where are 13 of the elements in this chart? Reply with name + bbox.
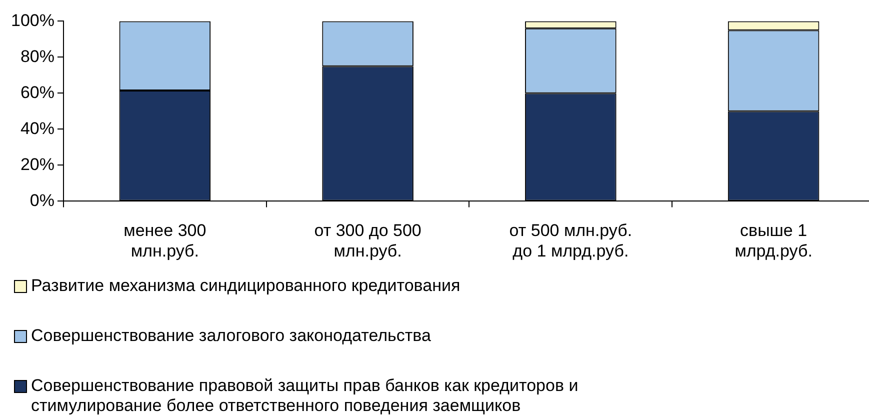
x-tick-label: от 300 до 500 млн.руб.	[314, 221, 422, 260]
x-tick-label: от 500 млн.руб. до 1 млрд.руб.	[509, 221, 632, 260]
y-tick-label: 20%	[20, 154, 54, 174]
x-tick-label: свыше 1 млрд.руб.	[734, 221, 812, 260]
legend-label: Совершенствование правовой защиты прав банков как кредиторов и стимулирование более ответственного поведения заемщиков	[31, 376, 580, 416]
legend-label: Развитие механизма синдицированного кредитования	[31, 276, 460, 296]
y-tick-label: 40%	[20, 118, 54, 138]
y-tick-label: 80%	[20, 46, 54, 66]
y-tick-label: 0%	[30, 190, 54, 210]
legend-label: Совершенствование залогового законодательства	[31, 326, 431, 346]
y-tick-label: 100%	[10, 10, 54, 30]
y-tick-label: 60%	[20, 82, 54, 102]
x-tick-label: менее 300 млн.руб.	[124, 221, 206, 260]
